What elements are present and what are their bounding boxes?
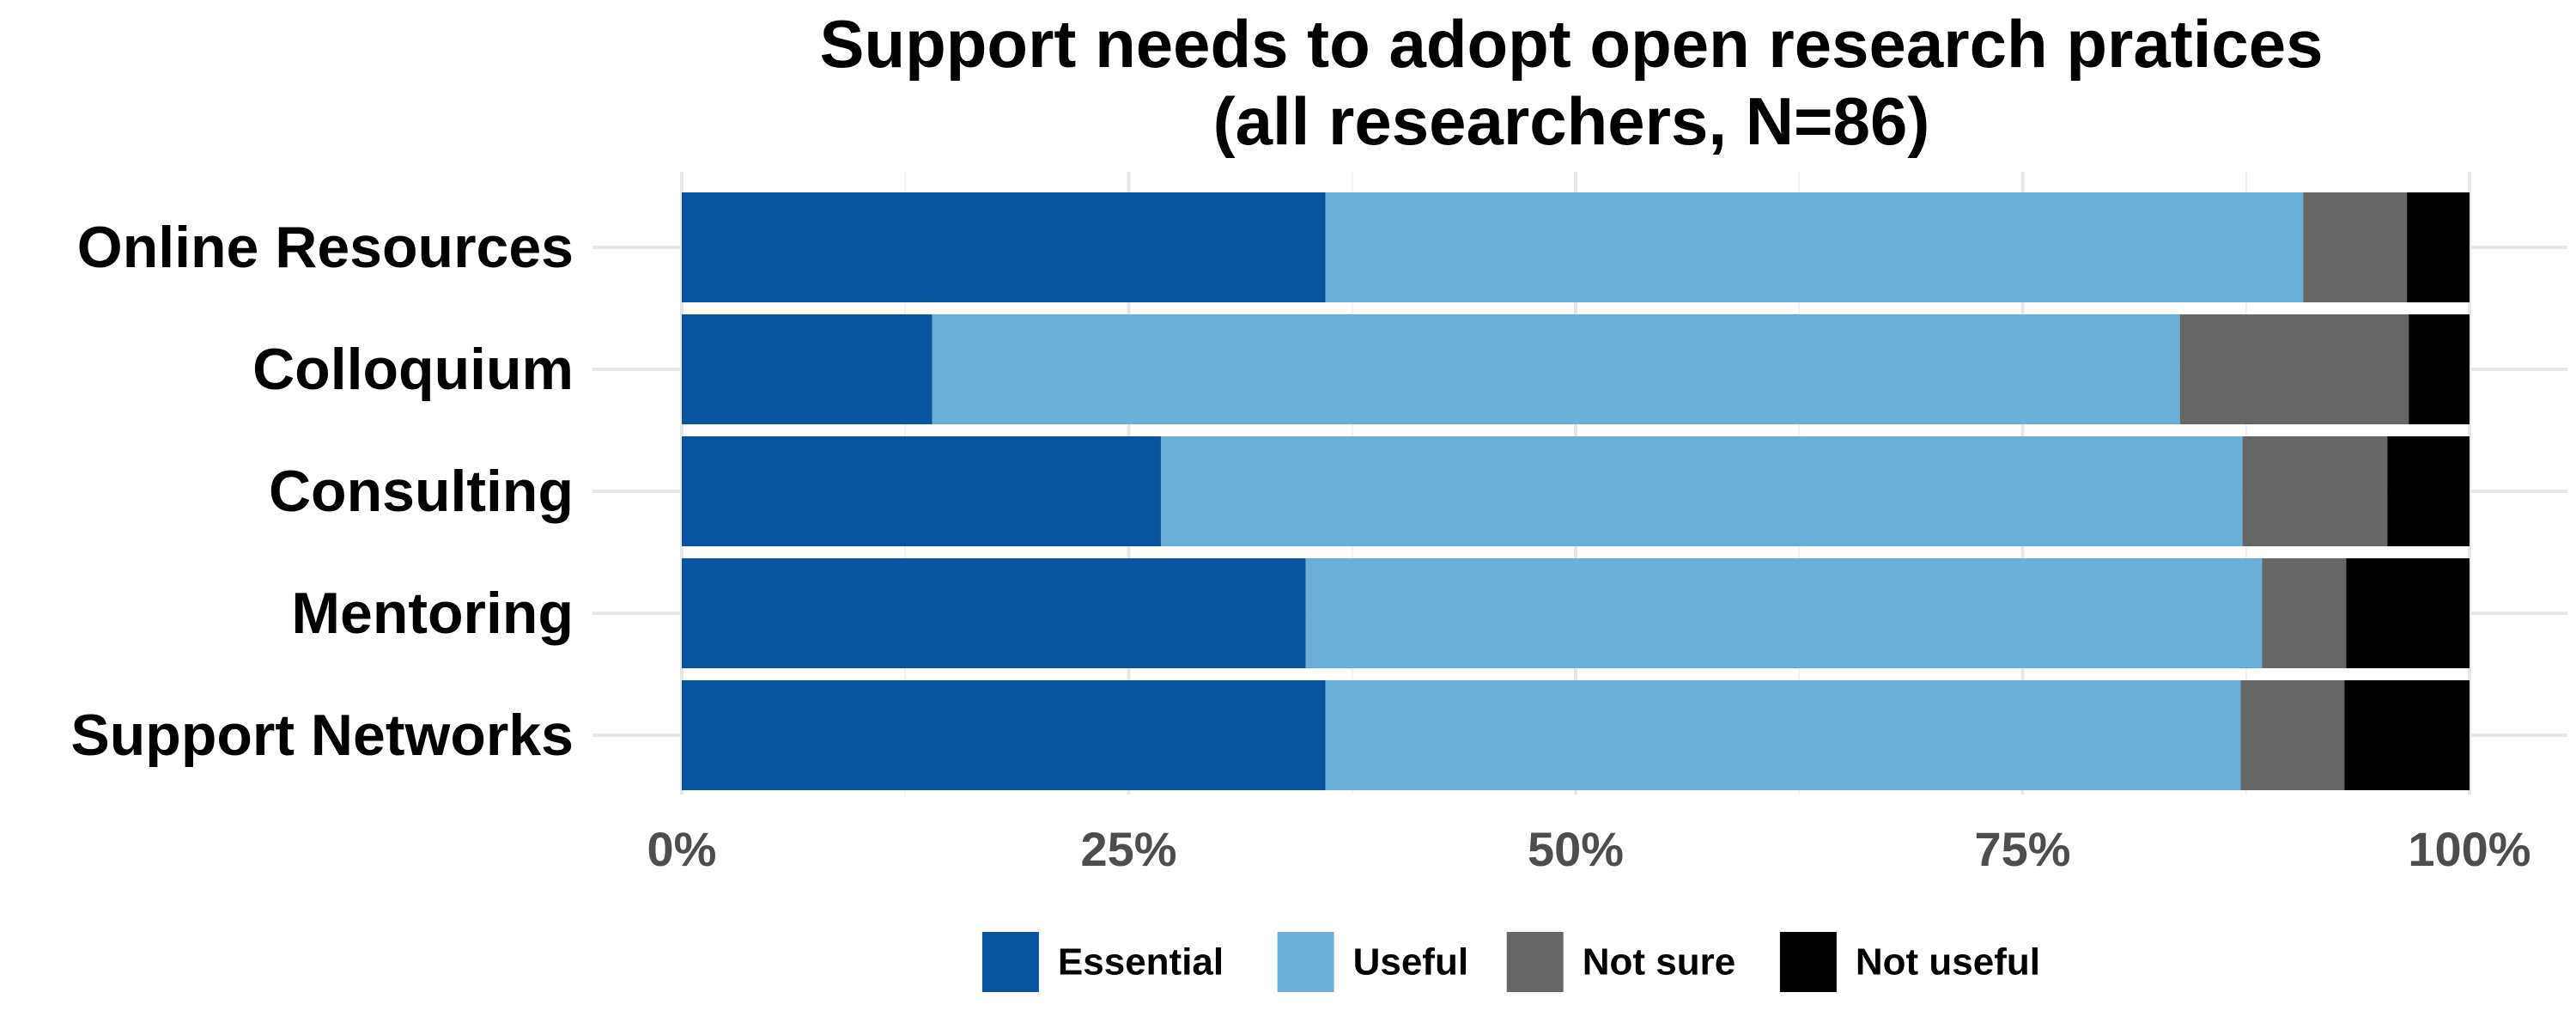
category-label: Consulting (269, 459, 574, 524)
category-label: Support Networks (70, 703, 574, 768)
bar-segment (2344, 680, 2470, 790)
bar-segment (1325, 192, 2304, 302)
bar-segment (2409, 314, 2470, 424)
bar-segment (2303, 192, 2408, 302)
bar-segment (2262, 558, 2347, 668)
bar-segment (682, 192, 1326, 302)
legend-key (981, 932, 1039, 992)
legend-label: Essential (1058, 941, 1224, 983)
bar-segment (932, 314, 2180, 424)
bar-segment (2242, 436, 2388, 546)
legend-label: Not sure (1583, 941, 1735, 983)
x-tick-label: 100% (2408, 822, 2530, 876)
bar-segment (2407, 192, 2470, 302)
bar-segment (1305, 558, 2263, 668)
category-label: Online Resources (77, 215, 574, 280)
x-tick-label: 50% (1528, 822, 1624, 876)
legend-label: Not useful (1856, 941, 2040, 983)
legend-label: Useful (1353, 941, 1468, 983)
x-tick-label: 25% (1080, 822, 1176, 876)
chart-title: Support needs to adopt open research pra… (819, 6, 2323, 82)
bar-segment (682, 558, 1306, 668)
bar-segment (1325, 680, 2241, 790)
category-label: Colloquium (252, 337, 574, 402)
chart-subtitle: (all researchers, N=86) (1213, 83, 1930, 159)
bar-segment (2240, 680, 2345, 790)
category-label: Mentoring (291, 581, 574, 646)
bar-segment (2179, 314, 2409, 424)
legend-key (1506, 932, 1564, 992)
x-tick-label: 0% (647, 822, 717, 876)
x-tick-label: 75% (1974, 822, 2070, 876)
bar-segment (682, 436, 1161, 546)
bar-segment (2346, 558, 2470, 668)
legend-key (1779, 932, 1837, 992)
labels-layer: Online Resources Colloquium Consulting Ment… (70, 215, 2530, 876)
legend-key (1277, 932, 1334, 992)
legend: Essential Useful Not sure Not useful (981, 932, 2040, 992)
bar-segment (1160, 436, 2243, 546)
bar-segment (682, 680, 1326, 790)
bars-layer (682, 192, 2470, 790)
bar-segment (682, 314, 933, 424)
bar-segment (2387, 436, 2470, 546)
